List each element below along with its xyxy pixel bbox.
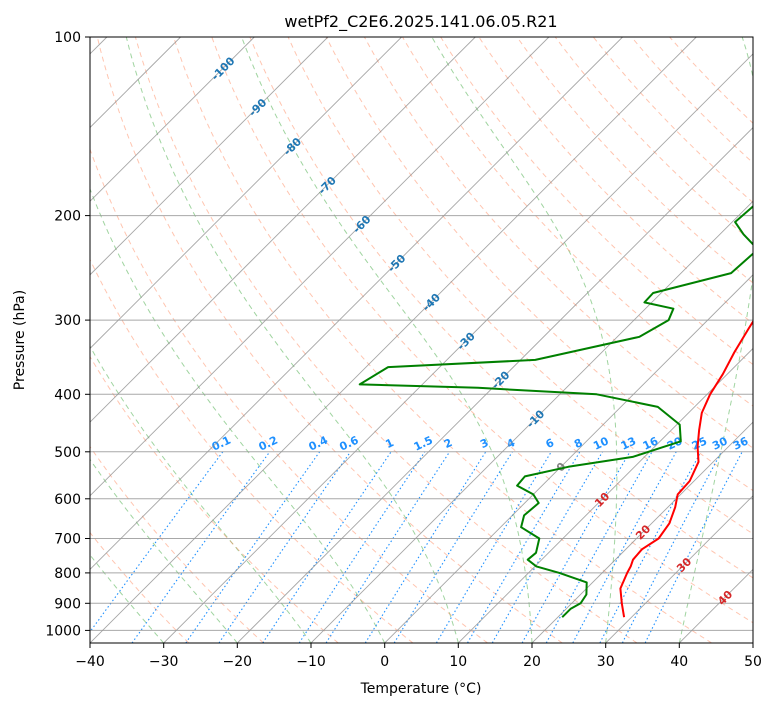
y-tick-label: 1000 — [45, 623, 81, 639]
skewed-isotherm-line — [90, 37, 476, 423]
skewed-isotherm-line — [90, 37, 623, 570]
skewed-isotherm-line — [90, 37, 402, 350]
mixing-ratio-line — [262, 451, 392, 643]
x-tick-label: 30 — [597, 654, 615, 670]
y-tick-label: 900 — [54, 596, 81, 612]
y-tick-label: 300 — [54, 313, 81, 329]
mixing-ratio-line — [131, 451, 271, 643]
dry-adiabat-line — [134, 37, 638, 643]
mixing-ratio-line — [435, 451, 552, 643]
skewed-isotherm-line — [90, 37, 329, 276]
dry-adiabat-line — [173, 37, 712, 643]
skewed-isotherm-line — [90, 37, 255, 202]
plot-area — [90, 37, 753, 643]
dewpoint-profile-line — [358, 205, 753, 618]
skewed-isotherm-line — [457, 347, 753, 643]
y-tick-label: 200 — [54, 209, 81, 225]
skewed-isotherm-line — [90, 37, 550, 497]
y-tick-label: 400 — [54, 387, 81, 403]
y-axis-label: Pressure (hPa) — [12, 290, 28, 390]
mixing-ratio-line — [90, 451, 224, 633]
skewed-isotherm-line — [752, 642, 753, 643]
mixing-ratio-label: 10 — [591, 434, 611, 452]
x-tick-label: −30 — [149, 654, 179, 670]
x-axis-label: Temperature (°C) — [360, 681, 482, 697]
moist-adiabat-line — [90, 554, 165, 643]
y-tick-label: 800 — [54, 566, 81, 582]
mixing-ratio-line — [298, 451, 426, 643]
x-tick-label: 50 — [744, 654, 762, 670]
dry-adiabat-line — [96, 37, 563, 643]
skewed-isotherm-line — [163, 53, 753, 643]
temperature-profile-line — [619, 319, 753, 618]
mixing-ratio-line — [364, 451, 487, 643]
dry-adiabat-line — [90, 147, 488, 643]
y-tick-label: 100 — [54, 30, 81, 46]
moist-adiabat-line — [241, 37, 533, 643]
x-tick-label: −20 — [223, 654, 253, 670]
y-tick-label: 500 — [54, 445, 81, 461]
x-tick-label: 20 — [523, 654, 541, 670]
mixing-ratio-line — [599, 451, 702, 643]
moist-adiabat-line — [90, 458, 238, 643]
skewed-isotherm-line — [236, 126, 753, 643]
dry-adiabat-line — [516, 37, 753, 284]
dry-adiabat-line — [249, 37, 753, 579]
chart-title: wetPf2_C2E6.2025.141.06.05.R21 — [284, 12, 557, 32]
dry-adiabat-line — [90, 531, 190, 643]
x-tick-label: 0 — [380, 654, 389, 670]
skewed-isotherm-line — [90, 37, 697, 643]
mixing-ratio-line — [325, 451, 451, 643]
x-tick-label: −10 — [296, 654, 326, 670]
skewed-isotherm-line — [310, 200, 753, 643]
mixing-ratio-line — [521, 451, 631, 643]
x-tick-label: −40 — [75, 654, 105, 670]
mixing-ratio-line — [545, 451, 653, 643]
x-tick-label: 40 — [670, 654, 688, 670]
mixing-ratio-line — [644, 451, 743, 643]
dry-adiabat-line — [211, 37, 753, 624]
moist-adiabat-line — [431, 37, 618, 643]
moist-adiabat-line — [90, 187, 386, 643]
x-tick-label: 10 — [449, 654, 467, 670]
mixing-ratio-label: 30 — [710, 434, 730, 452]
y-tick-label: 600 — [54, 492, 81, 508]
skewed-isotherm-line — [384, 274, 753, 643]
mixing-ratio-line — [185, 451, 321, 643]
skewed-isotherm-line — [531, 421, 753, 643]
mixing-ratio-line — [572, 451, 677, 643]
plot-frame — [89, 36, 754, 644]
dry-adiabat-line — [90, 445, 264, 643]
dry-adiabat-line — [90, 355, 339, 643]
moist-adiabat-line — [90, 345, 312, 643]
dry-adiabat-line — [402, 37, 753, 407]
mixing-ratio-line — [218, 451, 351, 643]
dry-adiabat-line — [440, 37, 753, 366]
y-tick-label: 700 — [54, 532, 81, 548]
mixing-ratio-label: 16 — [641, 434, 661, 452]
moist-adiabat-line — [125, 37, 459, 643]
mixing-ratio-label: 13 — [619, 435, 638, 453]
mixing-ratio-label: 25 — [690, 435, 709, 453]
skewed-isotherm-line — [605, 495, 753, 643]
